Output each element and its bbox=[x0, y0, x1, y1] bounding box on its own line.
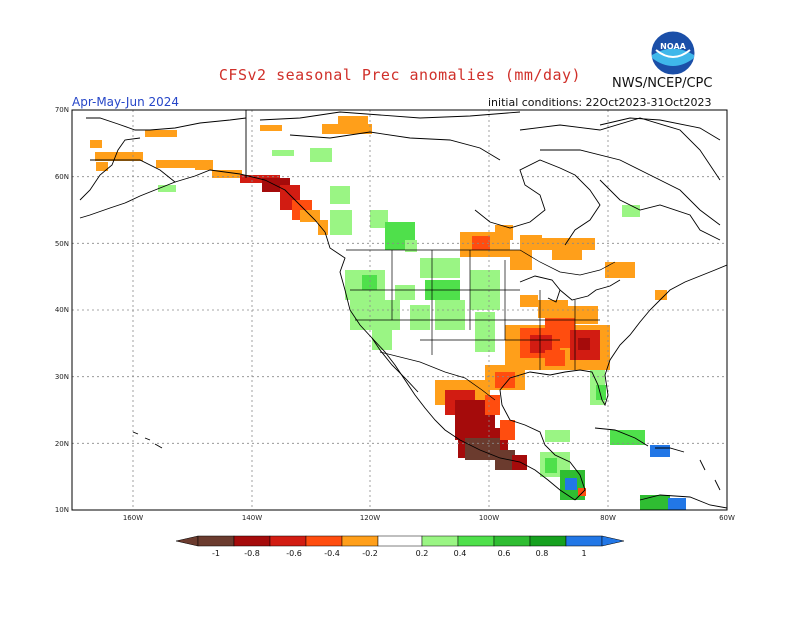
legend-label: 0.4 bbox=[454, 549, 467, 558]
legend-swatch bbox=[421, 535, 459, 547]
legend-label: -0.6 bbox=[286, 549, 302, 558]
legend-swatch bbox=[457, 535, 495, 547]
legend-swatch bbox=[341, 535, 379, 547]
political-borders bbox=[346, 249, 616, 401]
agency-label: NWS/NCEP/CPC bbox=[612, 76, 713, 91]
legend-swatch bbox=[565, 535, 603, 547]
legend-swatch bbox=[233, 535, 271, 547]
color-legend: -1 -0.8 -0.6 -0.4 -0.2 0.2 0.4 0.6 0.8 1 bbox=[175, 535, 625, 558]
graticule bbox=[72, 110, 727, 510]
legend-label: 0.8 bbox=[536, 549, 549, 558]
legend-label: -1 bbox=[212, 549, 220, 558]
noaa-logo-text: NOAA bbox=[660, 42, 686, 51]
season-label: Apr-May-Jun 2024 bbox=[72, 95, 180, 109]
coastlines bbox=[79, 110, 727, 509]
lon-label: 100W bbox=[479, 514, 499, 522]
lon-label: 160W bbox=[123, 514, 143, 522]
lat-label: 50N bbox=[55, 240, 69, 248]
legend-swatch bbox=[197, 535, 235, 547]
legend-arrow-left bbox=[175, 535, 199, 547]
lon-label: 120W bbox=[360, 514, 380, 522]
lat-label: 20N bbox=[55, 440, 69, 448]
legend-label: -0.4 bbox=[324, 549, 340, 558]
map-frame bbox=[71, 109, 728, 511]
legend-swatch bbox=[529, 535, 567, 547]
legend-label: 1 bbox=[581, 549, 586, 558]
anomaly-layer bbox=[90, 116, 686, 510]
legend-swatch bbox=[493, 535, 531, 547]
legend-swatch bbox=[305, 535, 343, 547]
legend-swatch bbox=[269, 535, 307, 547]
legend-label: 0.6 bbox=[498, 549, 511, 558]
legend-arrow-right bbox=[601, 535, 625, 547]
lon-label: 80W bbox=[600, 514, 616, 522]
map-title: CFSv2 seasonal Prec anomalies (mm/day) bbox=[218, 66, 582, 84]
noaa-logo: NOAA bbox=[650, 30, 696, 76]
lon-label: 60W bbox=[719, 514, 735, 522]
longitude-labels: 160W 140W 120W 100W 80W 60W bbox=[123, 514, 735, 522]
lat-label: 40N bbox=[55, 306, 69, 314]
latitude-labels: 70N 60N 50N 40N 30N 20N 10N bbox=[55, 106, 69, 514]
lat-label: 60N bbox=[55, 173, 69, 181]
legend-label: 0.2 bbox=[416, 549, 429, 558]
lat-label: 10N bbox=[55, 506, 69, 514]
lon-label: 140W bbox=[242, 514, 262, 522]
legend-label: -0.8 bbox=[244, 549, 260, 558]
lat-label: 70N bbox=[55, 106, 69, 114]
lat-label: 30N bbox=[55, 373, 69, 381]
initial-conditions-label: initial conditions: 22Oct2023-31Oct2023 bbox=[488, 96, 712, 109]
legend-label: -0.2 bbox=[362, 549, 378, 558]
legend-swatch bbox=[377, 535, 423, 547]
